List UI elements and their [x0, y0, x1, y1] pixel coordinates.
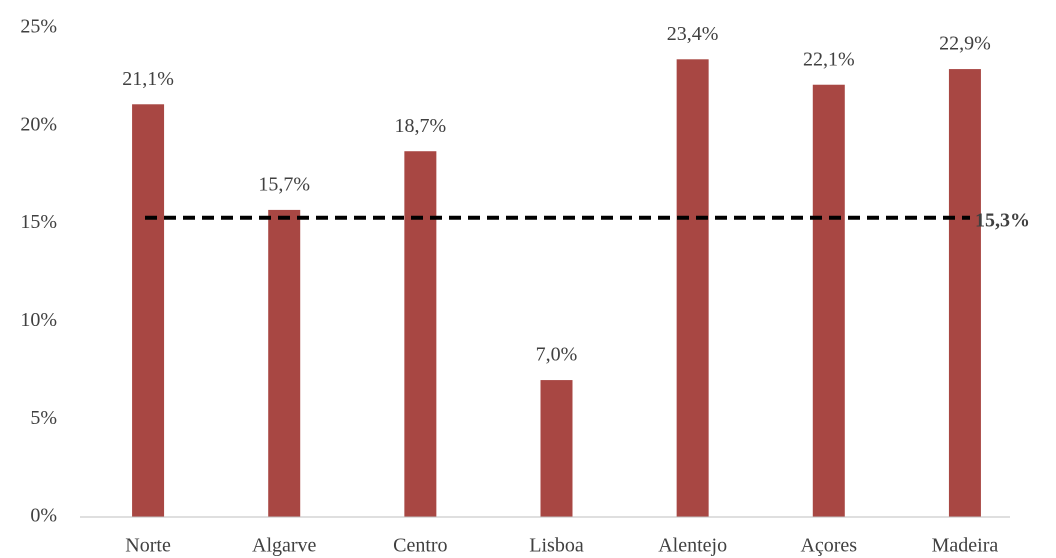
- x-tick-label: Norte: [125, 535, 171, 557]
- value-label: 15,7%: [258, 174, 310, 196]
- reference-label: 15,3%: [975, 209, 1030, 231]
- y-tick-label: 5%: [30, 407, 57, 429]
- value-label: 22,9%: [939, 33, 991, 55]
- y-tick-label: 0%: [30, 505, 57, 527]
- x-tick-label: Algarve: [252, 535, 317, 557]
- bar: [540, 380, 573, 517]
- y-tick-label: 20%: [20, 113, 57, 135]
- x-tick-label: Alentejo: [658, 535, 727, 557]
- bar: [132, 104, 165, 517]
- x-tick-label: Lisboa: [529, 535, 584, 557]
- bar: [948, 69, 981, 518]
- bar: [812, 84, 845, 517]
- value-label: 21,1%: [122, 68, 174, 90]
- y-tick-label: 25%: [20, 16, 57, 38]
- y-tick-label: 10%: [20, 309, 57, 331]
- value-label: 18,7%: [395, 115, 447, 137]
- bar: [268, 209, 301, 517]
- value-label: 23,4%: [667, 23, 719, 45]
- bar: [676, 59, 709, 518]
- value-label: 7,0%: [536, 344, 578, 366]
- x-tick-label: Centro: [393, 535, 447, 557]
- x-tick-label: Açores: [800, 535, 857, 557]
- y-tick-label: 15%: [20, 211, 57, 233]
- x-tick-label: Madeira: [932, 535, 999, 557]
- value-label: 22,1%: [803, 48, 855, 70]
- bar: [404, 151, 437, 517]
